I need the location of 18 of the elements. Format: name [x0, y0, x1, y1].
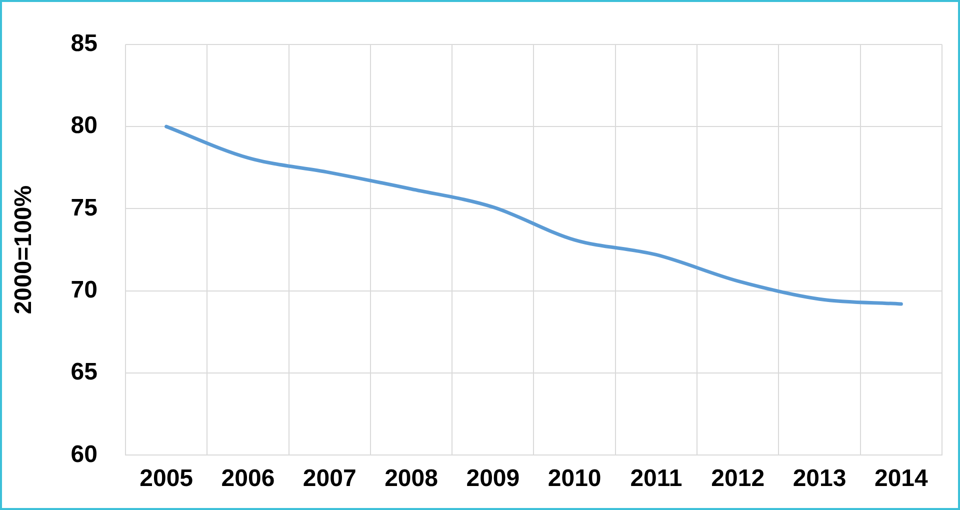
y-tick-label: 85 — [70, 30, 98, 58]
x-tick-label: 2006 — [221, 465, 275, 492]
y-tick-label: 70 — [70, 276, 98, 304]
y-tick-label: 60 — [70, 440, 98, 468]
x-tick-label: 2009 — [466, 465, 520, 492]
x-tick-label: 2007 — [302, 465, 356, 492]
x-tick-label: 2005 — [140, 465, 194, 492]
y-tick-label: 75 — [70, 194, 98, 222]
y-tick-label: 80 — [70, 112, 98, 140]
x-tick-label: 2012 — [711, 465, 765, 492]
x-tick-label: 2011 — [630, 465, 682, 492]
y-axis-title: 2000=100% — [10, 185, 38, 314]
x-tick-label: 2008 — [384, 465, 438, 492]
x-tick-label: 2010 — [548, 465, 602, 492]
y-tick-label: 65 — [70, 358, 98, 386]
x-tick-label: 2013 — [792, 465, 846, 492]
line-series — [164, 124, 903, 306]
x-tick-label: 2014 — [874, 465, 929, 492]
